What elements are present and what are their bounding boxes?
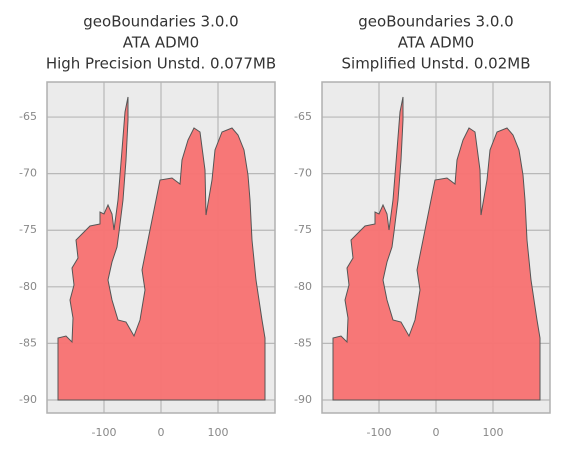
- y-tick-label: -80: [19, 280, 37, 293]
- chart-title: ATA ADM0: [123, 34, 199, 52]
- chart-title: ATA ADM0: [398, 34, 474, 52]
- chart-title: Simplified Unstd. 0.02MB: [342, 55, 531, 73]
- y-tick-label: -65: [19, 110, 37, 123]
- x-tick-label: 100: [208, 426, 229, 439]
- x-tick-label: 0: [433, 426, 440, 439]
- y-tick-label: -90: [19, 393, 37, 406]
- x-tick-label: -100: [92, 426, 117, 439]
- y-tick-label: -80: [294, 280, 312, 293]
- plot-frame: [321, 81, 551, 414]
- y-tick-label: -70: [294, 167, 312, 180]
- chart-title: High Precision Unstd. 0.077MB: [46, 55, 276, 73]
- y-tick-label: -65: [294, 110, 312, 123]
- x-tick-label: -100: [367, 426, 392, 439]
- y-tick-label: -75: [19, 223, 37, 236]
- y-tick-label: -75: [294, 223, 312, 236]
- y-tick-label: -85: [294, 336, 312, 349]
- plot-frame: [46, 81, 276, 414]
- y-tick-label: -85: [19, 336, 37, 349]
- y-tick-label: -70: [19, 167, 37, 180]
- x-tick-label: 0: [158, 426, 165, 439]
- chart-title: geoBoundaries 3.0.0: [83, 13, 238, 31]
- x-tick-label: 100: [483, 426, 504, 439]
- y-tick-label: -90: [294, 393, 312, 406]
- chart-title: geoBoundaries 3.0.0: [358, 13, 513, 31]
